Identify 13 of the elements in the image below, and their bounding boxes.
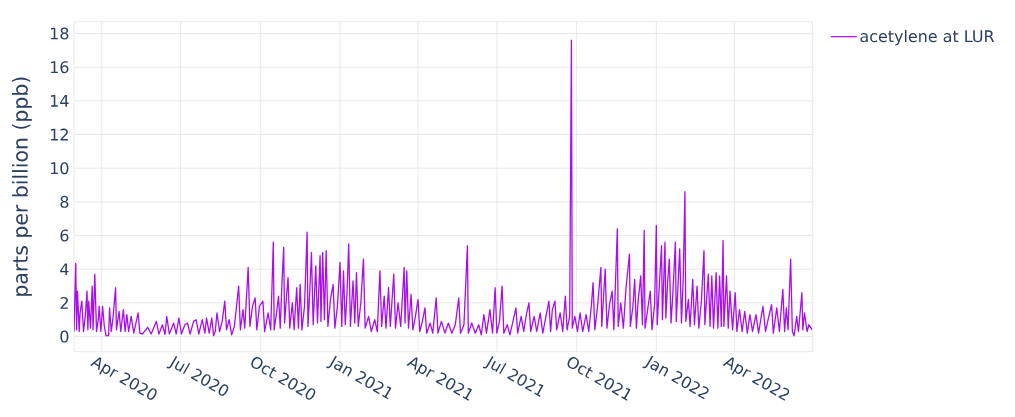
line-series	[74, 39, 813, 337]
y-tick-label: 18	[50, 27, 69, 40]
y-tick-label: 6	[60, 229, 69, 242]
legend-label: acetylene at LUR	[860, 29, 995, 46]
y-tick-label: 0	[60, 330, 69, 343]
y-tick-label: 10	[50, 162, 69, 175]
y-tick-label: 8	[60, 195, 69, 208]
y-tick-label: 14	[50, 95, 69, 107]
y-tick-label: 12	[50, 128, 68, 141]
y-tick-label: 16	[50, 61, 69, 74]
y-axis-title: parts per billion (ppb)	[12, 77, 32, 296]
y-tick-label: 2	[60, 296, 68, 309]
y-tick-label: 4	[60, 263, 69, 276]
